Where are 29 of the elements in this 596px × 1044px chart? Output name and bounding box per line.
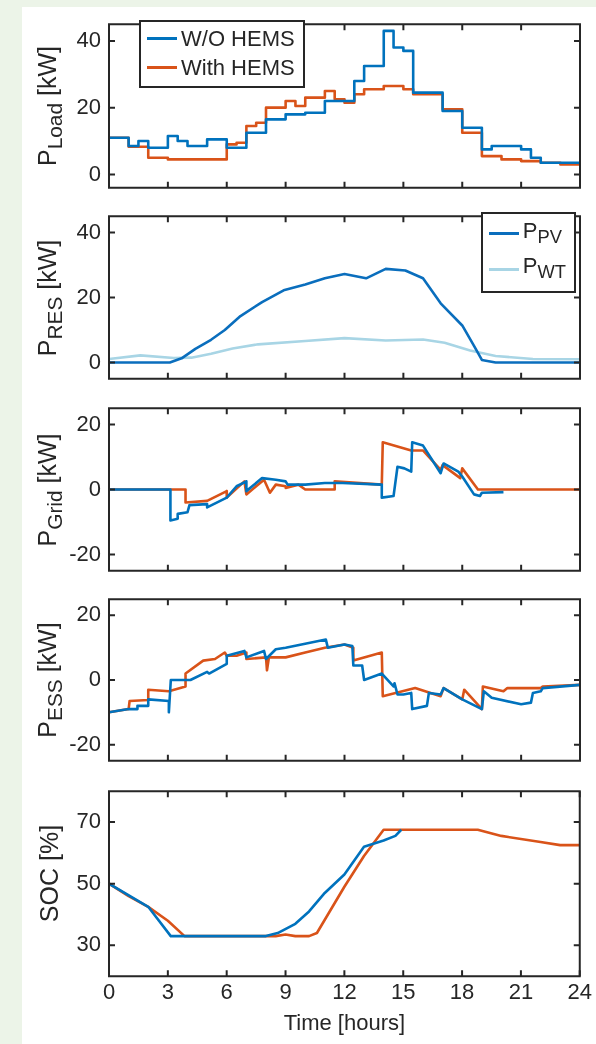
y-tick-label: 0: [88, 348, 101, 374]
legend-label: With HEMS: [181, 54, 295, 82]
x-tick-label: 3: [161, 979, 174, 1005]
y-tick-label: 0: [88, 475, 101, 501]
x-tick-label: 21: [508, 979, 534, 1005]
y-tick-label: 20: [76, 93, 101, 119]
x-tick-label: 9: [279, 979, 292, 1005]
x-axis-title: Time [hours]: [283, 1009, 406, 1035]
legend-label: P$_{PV}$: [522, 217, 562, 250]
y-axis-title: SOC [%]: [35, 824, 65, 922]
x-tick-label: 18: [449, 979, 475, 1005]
legend-label: W/O HEMS: [181, 25, 295, 53]
y-tick-label: 0: [88, 666, 101, 692]
legend-label: P$_{WT}$: [522, 252, 566, 285]
y-tick-label: 70: [76, 808, 101, 834]
y-tick-label: 40: [76, 26, 101, 52]
x-tick-label: 6: [220, 979, 233, 1005]
y-tick-label: -20: [69, 730, 101, 756]
y-tick-label: 20: [76, 601, 101, 627]
y-tick-label: -20: [69, 540, 101, 566]
y-tick-label: 50: [76, 869, 101, 895]
x-tick-label: 15: [390, 979, 416, 1005]
y-tick-label: 20: [76, 283, 101, 309]
y-tick-label: 20: [76, 410, 101, 436]
y-tick-label: 40: [76, 218, 101, 244]
x-tick-label: 24: [567, 979, 593, 1005]
x-tick-label: 12: [332, 979, 357, 1005]
y-tick-label: 0: [88, 160, 101, 186]
y-tick-label: 30: [76, 931, 101, 957]
